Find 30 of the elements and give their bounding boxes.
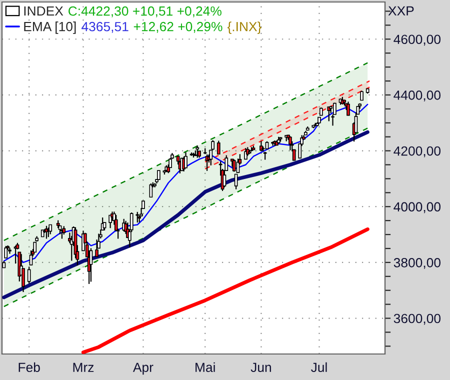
line-series xyxy=(81,227,370,354)
x-tick-label: Mrz xyxy=(73,362,94,372)
candlestick xyxy=(108,214,112,229)
y-tick-label: 4000,00 xyxy=(394,202,441,214)
legend-label: INDEX xyxy=(24,6,64,16)
annotation: {.INX} xyxy=(227,22,262,34)
annotation: 4365,51 xyxy=(82,22,128,33)
y-tick-label: 3600,00 xyxy=(394,314,441,325)
candlestick xyxy=(8,247,12,254)
text: XXP xyxy=(388,6,414,16)
candlestick xyxy=(184,152,188,169)
candlestick xyxy=(89,248,93,282)
x-tick-label: Jul xyxy=(311,362,327,372)
candlestick xyxy=(157,170,160,180)
candlestick xyxy=(48,224,52,235)
x-tick-label: Mai xyxy=(196,362,215,372)
y-tick-label: 4200,00 xyxy=(394,146,441,158)
candlestick xyxy=(33,242,37,253)
y-tick-label: 4600,00 xyxy=(394,34,441,46)
legend-label: EMA [10] xyxy=(24,22,76,34)
annotation: C:4422,30 +10,51 +0,24% xyxy=(68,6,222,18)
x-tick-label: Feb xyxy=(18,362,40,372)
annotation: +12,62 +0,29% xyxy=(134,22,222,33)
x-tick-label: Apr xyxy=(132,362,154,375)
candlestick xyxy=(124,220,128,235)
candlestick xyxy=(216,140,220,155)
y-tick-label: 4400,00 xyxy=(394,90,441,102)
candlestick xyxy=(27,266,31,284)
x-tick-label: Jun xyxy=(250,362,271,372)
y-tick-label: 3800,00 xyxy=(394,258,441,269)
